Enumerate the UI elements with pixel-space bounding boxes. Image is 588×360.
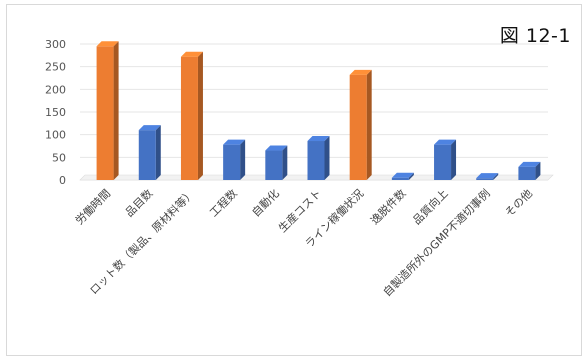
figure-label: 図 12-1	[499, 25, 571, 47]
bar-front	[391, 177, 409, 180]
bar	[265, 145, 288, 180]
category-label: 品質向上	[410, 186, 451, 227]
y-tick-label: 100	[45, 129, 66, 142]
bar	[518, 161, 541, 180]
bar-top	[223, 139, 246, 145]
category-label: 工程数	[207, 187, 240, 220]
bar-front	[307, 141, 325, 180]
bar-side	[324, 136, 330, 180]
bar-side	[493, 173, 499, 180]
category-label: その他	[503, 187, 536, 220]
bar	[223, 139, 246, 180]
bar-side	[282, 145, 288, 180]
bar-front	[180, 56, 198, 181]
bar-side	[451, 139, 457, 180]
bar-top	[349, 69, 372, 75]
y-tick-label: 300	[45, 38, 66, 51]
bar-front	[265, 150, 283, 180]
bar-top	[180, 51, 203, 57]
bar-side	[535, 161, 541, 180]
bar-side	[197, 51, 203, 181]
bar-top	[265, 145, 288, 151]
bar	[476, 173, 499, 180]
category-label: 自動化	[249, 186, 282, 219]
bar	[307, 136, 330, 180]
y-tick-label: 200	[45, 83, 66, 96]
bar-side	[113, 41, 119, 181]
y-tick-label: 250	[45, 61, 66, 74]
bar-front	[434, 144, 452, 180]
bar-side	[408, 172, 414, 180]
bar-front	[518, 166, 536, 180]
bar-front	[349, 74, 367, 180]
bar-front	[476, 178, 494, 180]
bar-top	[434, 139, 457, 145]
category-label: 労働時間	[72, 186, 113, 227]
bar	[391, 172, 414, 180]
bar-front	[223, 144, 241, 180]
bar-side	[366, 69, 372, 180]
bar-side	[240, 139, 246, 180]
y-tick-label: 50	[52, 151, 66, 164]
bar-top	[96, 41, 119, 47]
bar-front	[96, 46, 114, 181]
bar	[434, 139, 457, 180]
bar-top	[518, 161, 541, 167]
bar	[138, 125, 161, 180]
bar-front	[138, 130, 156, 180]
y-tick-label: 150	[45, 106, 66, 119]
bar-side	[155, 125, 161, 180]
bar-top	[476, 173, 499, 179]
bar	[180, 51, 203, 181]
bar-top	[138, 125, 161, 131]
category-label: 品目数	[123, 187, 156, 220]
bar	[349, 69, 372, 180]
bar-layer	[96, 41, 541, 181]
bar-top	[391, 172, 414, 178]
category-label: 逸脱件数	[367, 186, 408, 227]
bar-top	[307, 136, 330, 142]
y-tick-label: 0	[59, 174, 66, 187]
bar	[96, 41, 119, 181]
